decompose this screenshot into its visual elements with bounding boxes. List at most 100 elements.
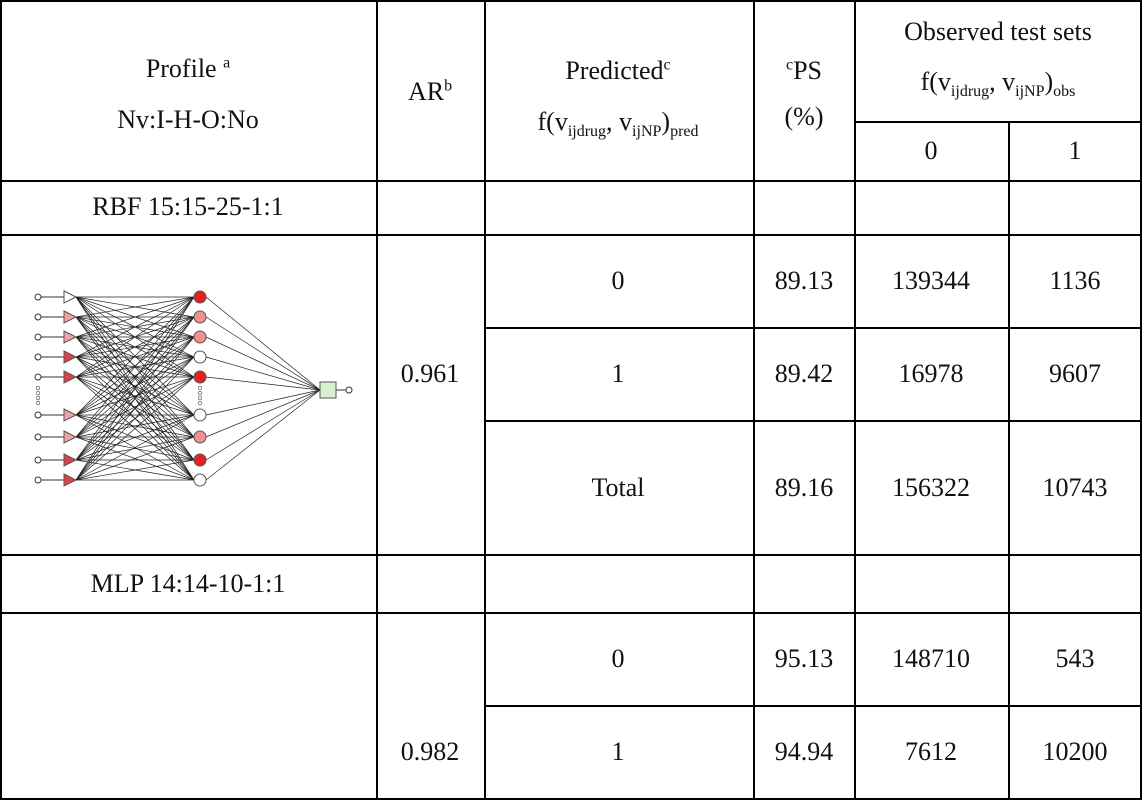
rbf-row0-pred: 0	[611, 266, 625, 295]
rule-header-bottom	[0, 180, 1142, 182]
connection-line	[75, 296, 195, 481]
connection-line	[205, 376, 321, 391]
connection-line	[75, 316, 195, 481]
header-observed-formula: f(vijdrug, vijNP)obs	[920, 67, 1076, 100]
obs-f-open: f(v	[920, 67, 951, 96]
pred-f-sub3: pred	[670, 123, 699, 141]
rule-top	[0, 0, 1142, 2]
connection-line	[75, 296, 195, 378]
obs-f-close: )	[1044, 67, 1054, 96]
pred-f-sub1: ijdrug	[567, 123, 607, 141]
connection-line	[75, 356, 195, 481]
input-node	[63, 408, 78, 422]
input-node	[63, 430, 78, 444]
mlp-ar: 0.982	[400, 737, 460, 766]
rule-col1	[376, 0, 378, 800]
connection-line	[75, 336, 195, 481]
hidden-node	[193, 453, 207, 467]
connection-line	[205, 356, 321, 391]
rbf-network-diagram	[34, 290, 353, 487]
header-predicted: Predictedc	[565, 56, 671, 85]
mlp-row0-obs0: 148710	[892, 644, 970, 673]
connection-line	[75, 316, 195, 438]
rbf-row0-obs0: 139344	[892, 266, 970, 295]
rule-obs-sub	[854, 121, 1142, 123]
rule-col4	[854, 0, 856, 800]
header-ar: ARb	[407, 77, 453, 106]
input-node	[63, 370, 78, 384]
rule-r1	[484, 327, 1142, 329]
header-observed-col0: 0	[924, 136, 938, 165]
rbf-row2-pred: Total	[591, 473, 645, 502]
header-profile-line2: Nv:I-H-O:No	[117, 105, 259, 134]
connection-line	[75, 414, 195, 481]
input-node	[63, 330, 78, 344]
header-ps: cPS	[786, 56, 823, 85]
mlp-row1-ps: 94.94	[774, 737, 834, 766]
connection-line	[75, 296, 195, 416]
rbf-row1-obs1: 9607	[1049, 359, 1101, 388]
hidden-node	[193, 370, 207, 384]
rule-col5	[1008, 121, 1010, 800]
input-node	[63, 350, 78, 364]
rbf-row2-obs0: 156322	[892, 473, 970, 502]
header-predicted-formula: f(vijdrug, vijNP)pred	[537, 107, 699, 140]
mlp-row0-obs1: 543	[1055, 644, 1095, 673]
connection-line	[205, 389, 321, 438]
input-node	[63, 453, 78, 467]
header-observed: Observed test sets	[904, 17, 1092, 46]
connection-line	[205, 389, 321, 416]
hidden-node	[193, 430, 207, 444]
connection-line	[75, 296, 195, 461]
header-ps-text: PS	[793, 56, 823, 85]
obs-f-sub3: obs	[1053, 83, 1076, 101]
input-terminal	[34, 313, 42, 321]
header-ps-unit: (%)	[784, 102, 824, 131]
ellipsis-dot	[35, 385, 41, 391]
hidden-node	[193, 290, 207, 304]
header-predicted-sup: c	[663, 56, 671, 74]
rbf-row1-ps: 89.42	[774, 359, 834, 388]
hidden-node	[193, 310, 207, 324]
rbf-row1-pred: 1	[611, 359, 625, 388]
connection-line	[75, 376, 195, 481]
network-connections	[75, 296, 321, 481]
hidden-node	[193, 408, 207, 422]
connection-line	[205, 296, 321, 391]
rule-r2	[484, 420, 1142, 422]
header-predicted-text: Predicted	[565, 56, 664, 85]
header-ar-text: AR	[407, 77, 445, 106]
obs-f-sub1: ijdrug	[950, 83, 990, 101]
input-terminal	[34, 353, 42, 361]
rbf-row2-ps: 89.16	[774, 473, 834, 502]
section-profile-rbf: RBF 15:15-25-1:1	[92, 192, 284, 221]
ellipsis-dot	[197, 390, 203, 396]
header-ar-sup: b	[444, 77, 453, 95]
connection-line	[75, 296, 195, 338]
output-terminal	[345, 386, 353, 394]
connection-line	[75, 356, 195, 416]
ellipsis-dot	[35, 400, 41, 406]
input-terminal	[34, 476, 42, 484]
connection-line	[75, 436, 195, 481]
rule-rbf-end	[0, 554, 1142, 556]
ellipsis-dot	[197, 400, 203, 406]
input-terminal	[34, 456, 42, 464]
obs-f-sub2: ijNP	[1015, 83, 1045, 101]
input-terminal	[34, 433, 42, 441]
connection-line	[75, 316, 195, 416]
rbf-row0-ps: 89.13	[774, 266, 834, 295]
mlp-row1-pred: 1	[611, 737, 625, 766]
ellipsis-dot	[197, 385, 203, 391]
connection-line	[205, 316, 321, 391]
pred-f-open: f(v	[537, 107, 568, 136]
rbf-ar: 0.961	[400, 359, 460, 388]
connection-line	[75, 296, 195, 318]
connection-line	[75, 356, 195, 438]
input-node	[63, 473, 78, 487]
connection-line	[75, 376, 195, 416]
ellipsis-dot	[197, 395, 203, 401]
header-profile-sup: a	[223, 54, 231, 72]
mlp-row1-obs0: 7612	[905, 737, 957, 766]
mlp-row0-ps: 95.13	[774, 644, 834, 673]
